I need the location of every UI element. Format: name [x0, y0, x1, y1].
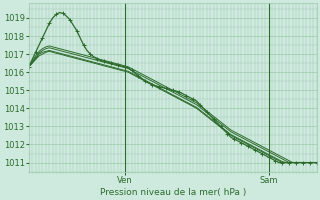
X-axis label: Pression niveau de la mer( hPa ): Pression niveau de la mer( hPa ) — [100, 188, 246, 197]
